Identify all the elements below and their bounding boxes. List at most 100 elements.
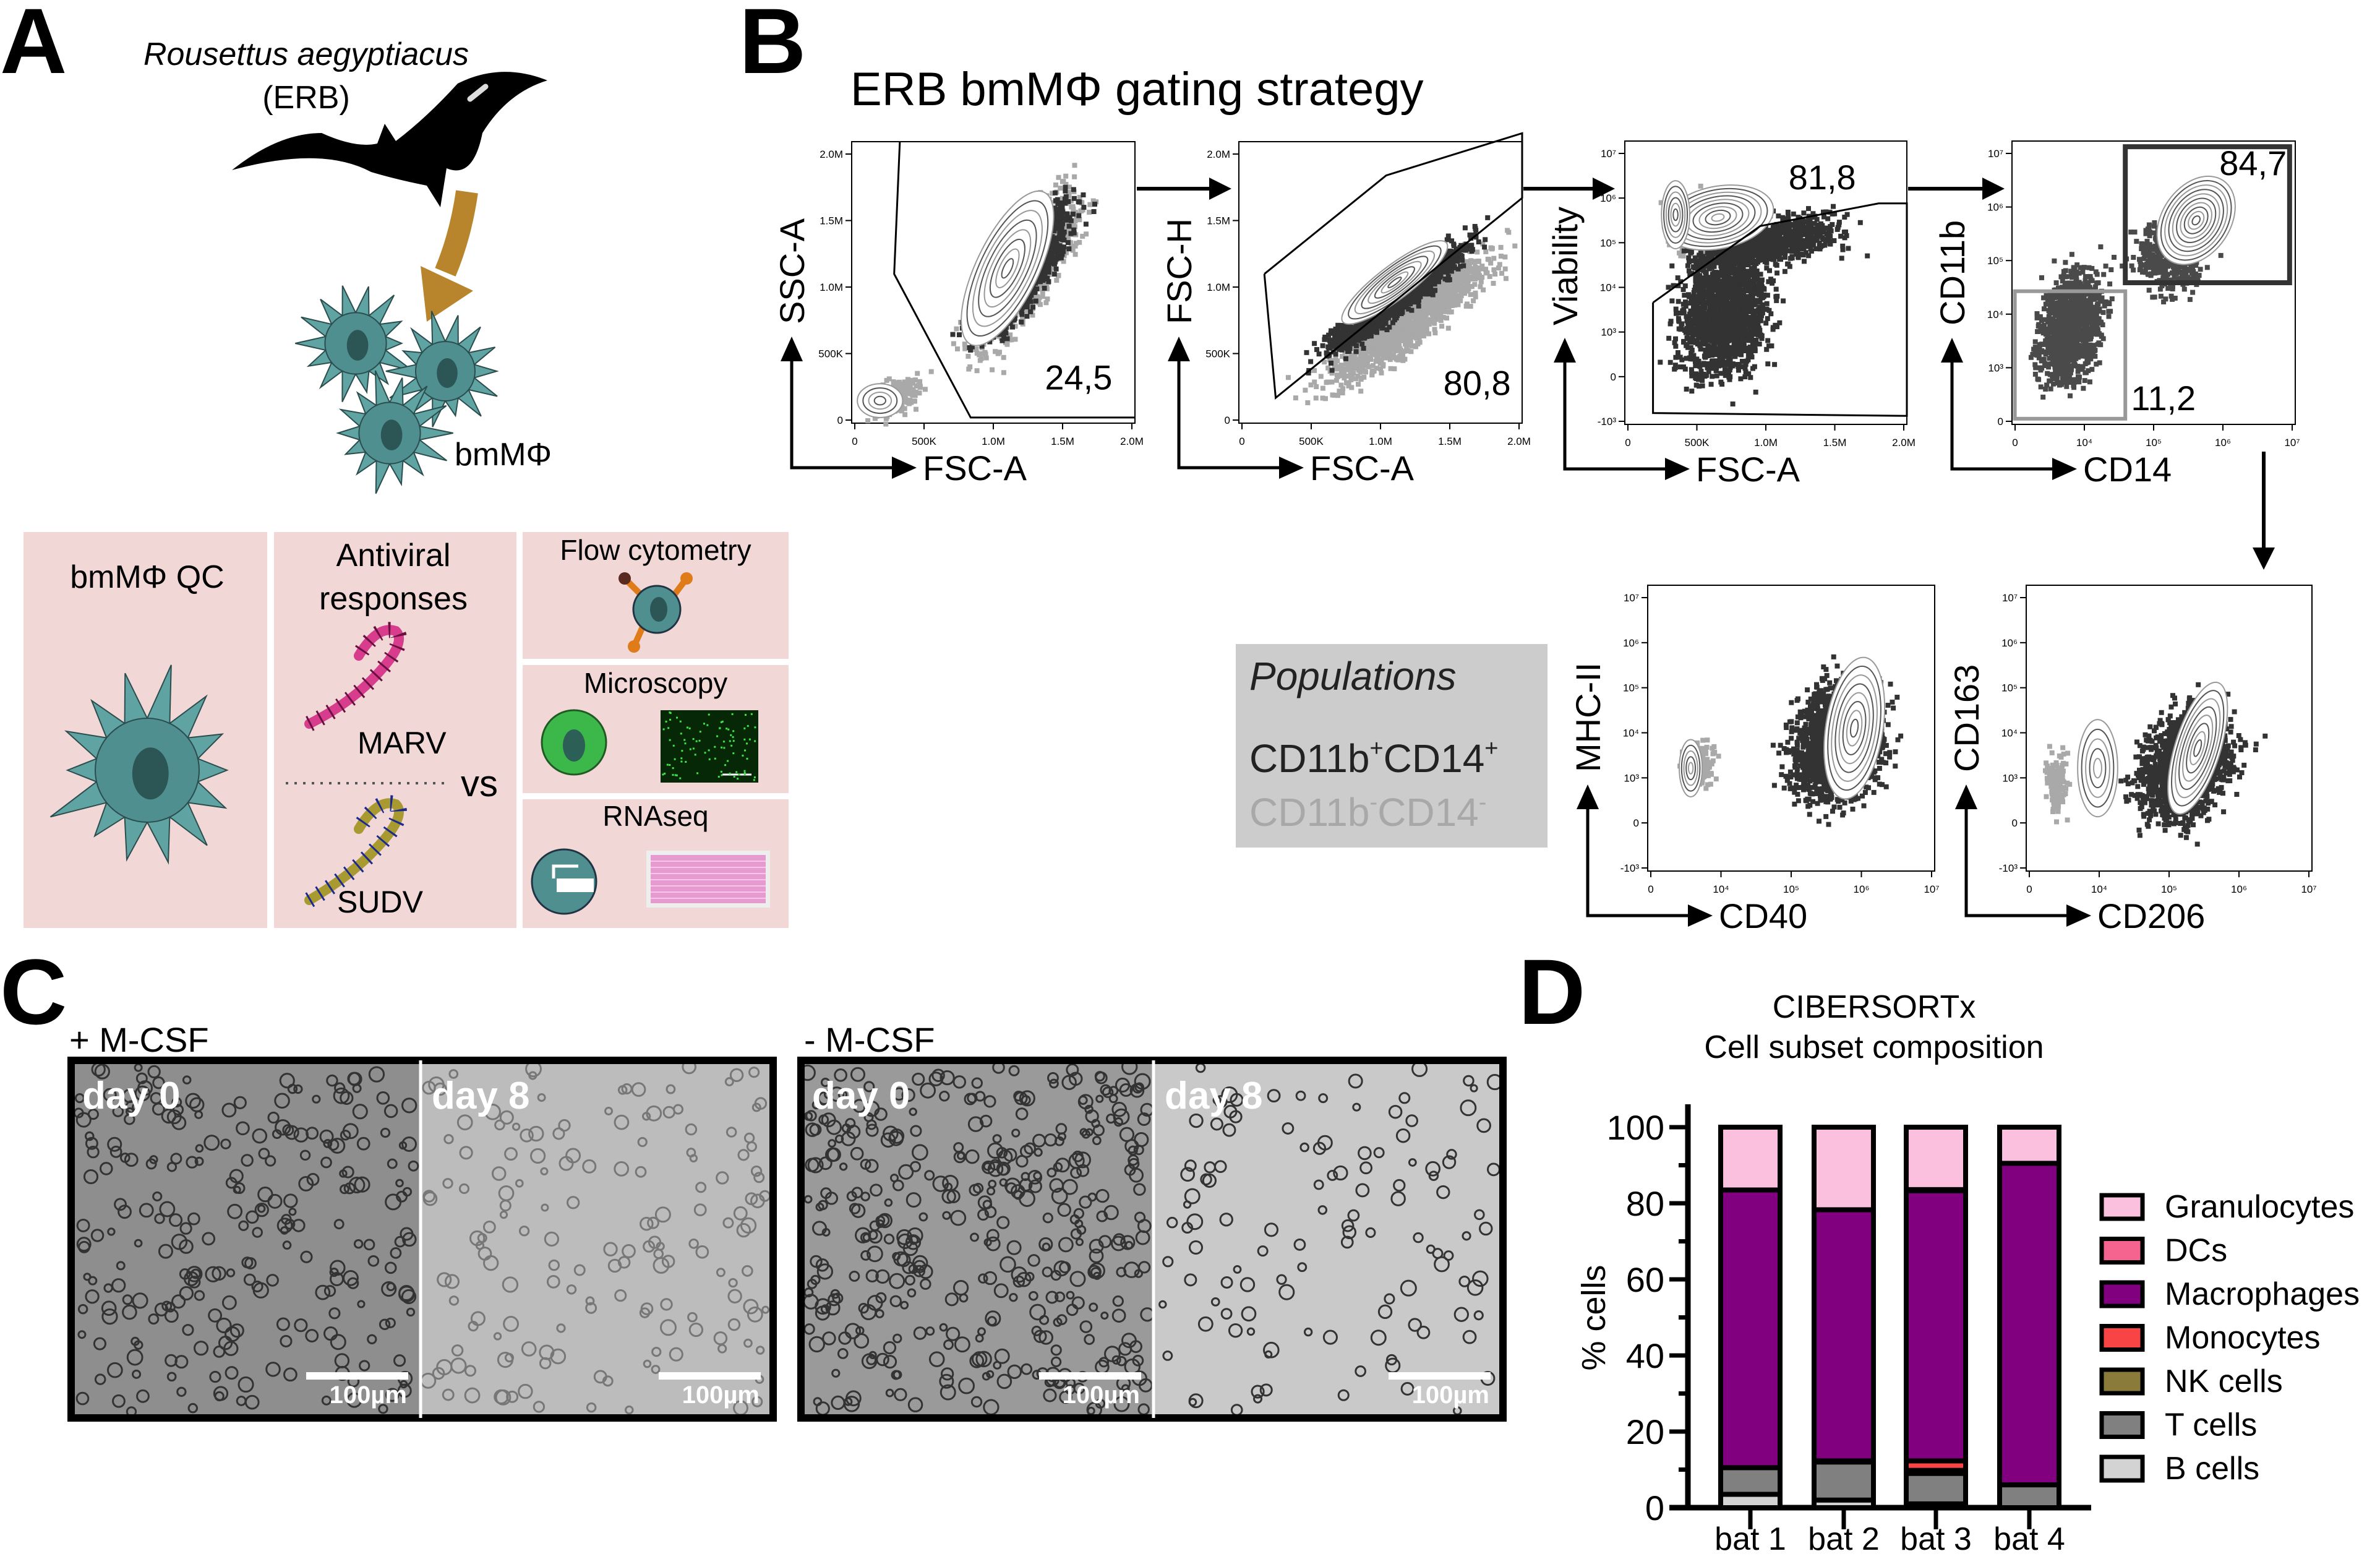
event-dot xyxy=(1056,273,1061,278)
event-dot xyxy=(905,377,910,382)
event-dot xyxy=(902,406,907,411)
event-dot xyxy=(1365,345,1371,351)
event-dot xyxy=(1455,285,1460,291)
panel-label-b: B xyxy=(739,0,806,93)
event-dot xyxy=(1010,324,1015,330)
event-dot xyxy=(1473,276,1478,281)
event-dot xyxy=(1472,281,1478,287)
event-dot xyxy=(1384,342,1389,348)
event-dot xyxy=(1024,303,1030,309)
event-dot xyxy=(1329,367,1335,373)
event-dot xyxy=(1348,377,1354,382)
contour-line xyxy=(978,219,1037,317)
event-dot xyxy=(1077,199,1082,205)
event-dot xyxy=(1487,274,1492,279)
event-dot xyxy=(1358,389,1364,394)
event-dot xyxy=(1060,245,1066,250)
event-dot xyxy=(1057,215,1062,220)
event-dot xyxy=(1475,249,1480,255)
event-dot xyxy=(1304,350,1309,355)
event-dot xyxy=(1431,301,1437,306)
species-abbrev: (ERB) xyxy=(262,80,350,116)
event-dot xyxy=(1055,222,1060,228)
event-dot xyxy=(902,389,907,395)
event-dot xyxy=(1092,202,1097,207)
event-dot xyxy=(1326,379,1332,385)
event-dot xyxy=(1077,239,1082,245)
event-dot xyxy=(1458,298,1463,304)
event-dot xyxy=(1431,309,1437,314)
event-dot xyxy=(1320,395,1325,401)
event-dot xyxy=(962,341,967,347)
event-dot xyxy=(1063,217,1069,223)
event-dot xyxy=(1071,187,1076,192)
event-dot xyxy=(883,421,889,427)
event-dot xyxy=(1338,366,1343,372)
event-dot xyxy=(1070,247,1076,253)
event-dot xyxy=(1027,294,1032,299)
event-dot xyxy=(1322,359,1327,365)
event-dot xyxy=(1404,341,1410,347)
event-dot xyxy=(1390,330,1396,335)
event-dot xyxy=(1472,260,1478,265)
event-dot xyxy=(1081,205,1087,210)
event-dot xyxy=(1409,334,1415,340)
event-dot xyxy=(1445,288,1450,293)
event-dot xyxy=(1402,356,1408,362)
event-dot xyxy=(1461,278,1466,283)
event-dot xyxy=(1374,366,1379,371)
event-dot xyxy=(1058,226,1064,231)
event-dot xyxy=(1048,243,1053,249)
event-dot xyxy=(1420,319,1426,325)
event-dot xyxy=(1046,265,1051,270)
event-dot xyxy=(1390,320,1395,325)
fluorescence-image xyxy=(661,710,758,783)
event-dot xyxy=(902,399,907,405)
event-dot xyxy=(1439,293,1444,299)
event-dot xyxy=(1053,255,1059,260)
event-dot xyxy=(1032,294,1037,299)
macrophage-icon xyxy=(49,664,229,865)
event-dot xyxy=(1054,242,1059,247)
event-dot xyxy=(1407,314,1413,320)
event-dot xyxy=(1345,364,1351,369)
event-dot xyxy=(1380,363,1386,369)
event-dot xyxy=(1329,361,1333,366)
event-dot xyxy=(1030,304,1036,310)
event-dot xyxy=(1357,345,1362,351)
event-dot xyxy=(902,412,908,418)
event-dot xyxy=(1473,294,1478,299)
event-dot xyxy=(1040,294,1045,299)
event-dot xyxy=(1071,230,1077,236)
x-tick-label: 0 xyxy=(852,436,857,447)
contour-line xyxy=(1001,258,1014,279)
event-dot xyxy=(1063,173,1069,179)
event-dot xyxy=(1012,337,1018,342)
event-dot xyxy=(1388,366,1393,371)
event-dot xyxy=(962,346,968,351)
event-dot xyxy=(1418,313,1423,319)
event-dot xyxy=(1426,322,1432,327)
panel-label-a: A xyxy=(0,0,67,93)
event-dot xyxy=(1473,290,1478,296)
marv-spikes-icon xyxy=(306,622,407,731)
event-dot xyxy=(1442,285,1447,290)
event-dot xyxy=(1090,198,1096,204)
event-dot xyxy=(1364,357,1369,363)
event-dot xyxy=(1478,279,1484,285)
event-dot xyxy=(1393,348,1398,354)
event-dot xyxy=(1042,262,1048,268)
event-dot xyxy=(1055,197,1060,202)
contour-line xyxy=(857,383,904,418)
event-dot xyxy=(1073,241,1079,246)
event-dot xyxy=(1429,317,1434,322)
event-dot xyxy=(1377,329,1383,334)
event-dot xyxy=(1432,327,1437,332)
event-dot xyxy=(1466,262,1472,268)
event-dot xyxy=(982,350,988,355)
event-dot xyxy=(1039,270,1045,275)
event-dot xyxy=(1455,302,1461,307)
antibody-cell-icon xyxy=(619,572,693,653)
event-dot xyxy=(1428,307,1432,312)
event-dot xyxy=(1043,300,1049,306)
